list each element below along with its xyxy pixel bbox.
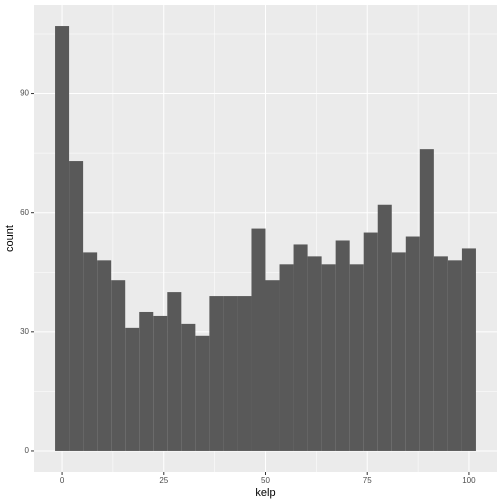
x-tick-label: 75 [363,476,372,485]
bar [349,264,364,451]
bar [97,260,112,451]
bar [223,296,238,451]
bar [265,280,280,451]
bar [209,296,224,451]
y-tick-label: 60 [20,208,29,217]
bar [125,327,140,451]
bar [251,228,266,451]
bar [237,296,252,451]
bar [139,311,154,451]
x-tick-label: 100 [462,476,476,485]
bar [153,315,168,451]
bar [111,280,126,451]
bar [307,256,322,451]
y-tick-label: 30 [20,327,29,336]
y-tick-label: 0 [25,446,30,455]
bar [321,264,336,451]
bar [167,292,182,451]
x-axis-title: kelp [255,487,275,499]
bar [405,236,420,451]
bar [391,252,406,451]
y-tick-label: 90 [20,89,29,98]
x-tick-label: 50 [261,476,270,485]
bar [69,161,84,451]
bar [293,244,308,451]
y-axis-title: count [4,225,16,252]
bar [181,323,196,451]
bar [363,232,378,451]
bar [279,264,294,451]
bar [433,256,448,451]
bar [83,252,98,451]
bar [461,248,476,451]
bar [419,149,434,451]
bar [377,204,392,451]
bar [447,260,462,451]
x-tick-label: 0 [60,476,65,485]
bar [335,240,350,451]
bar [195,335,210,451]
bar [55,26,70,451]
x-tick-label: 25 [159,476,168,485]
